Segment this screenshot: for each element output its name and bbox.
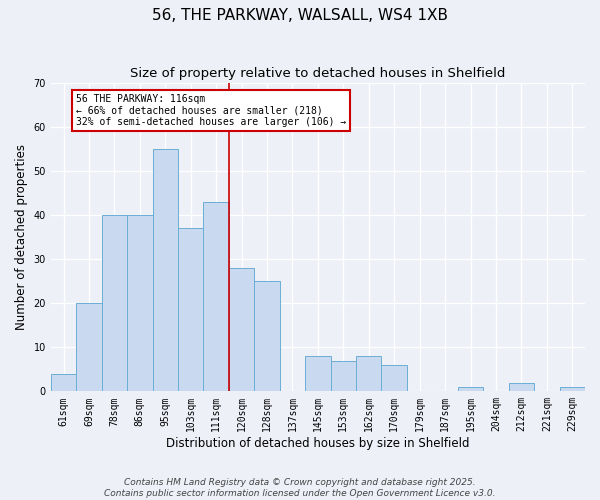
Bar	[560, 387, 585, 392]
Title: Size of property relative to detached houses in Shelfield: Size of property relative to detached ho…	[130, 68, 506, 80]
Bar	[356, 356, 382, 392]
Bar	[127, 215, 152, 392]
Bar	[51, 374, 76, 392]
Bar	[254, 281, 280, 392]
Bar	[101, 215, 127, 392]
Bar	[305, 356, 331, 392]
Text: Contains HM Land Registry data © Crown copyright and database right 2025.
Contai: Contains HM Land Registry data © Crown c…	[104, 478, 496, 498]
Bar	[229, 268, 254, 392]
Text: 56, THE PARKWAY, WALSALL, WS4 1XB: 56, THE PARKWAY, WALSALL, WS4 1XB	[152, 8, 448, 22]
Y-axis label: Number of detached properties: Number of detached properties	[15, 144, 28, 330]
Bar	[152, 149, 178, 392]
Bar	[509, 382, 534, 392]
Bar	[178, 228, 203, 392]
Bar	[203, 202, 229, 392]
Bar	[458, 387, 483, 392]
Bar	[382, 365, 407, 392]
Bar	[76, 304, 101, 392]
X-axis label: Distribution of detached houses by size in Shelfield: Distribution of detached houses by size …	[166, 437, 470, 450]
Text: 56 THE PARKWAY: 116sqm
← 66% of detached houses are smaller (218)
32% of semi-de: 56 THE PARKWAY: 116sqm ← 66% of detached…	[76, 94, 346, 128]
Bar	[331, 360, 356, 392]
